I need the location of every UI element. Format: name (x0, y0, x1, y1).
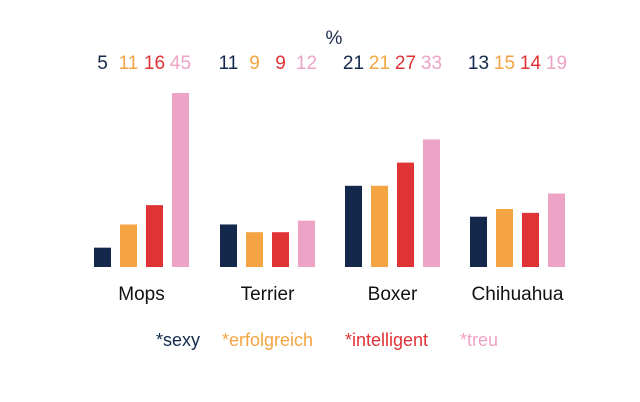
legend-entry-1: *erfolgreich (222, 330, 313, 350)
category-labels: Mops Terrier Boxer Chihuahua (118, 284, 564, 305)
bar-chihuahua-3 (548, 193, 565, 267)
value-label-boxer-2: 27 (395, 53, 416, 74)
value-label-mops-3: 45 (170, 53, 191, 74)
bar-chihuahua-1 (496, 209, 513, 267)
bar-boxer-2 (397, 162, 414, 267)
value-labels: 5 11 16 45 11 9 9 12 21 21 27 33 13 15 14 19 (97, 53, 567, 74)
value-label-terrier-3: 12 (296, 53, 317, 74)
bar-boxer-0 (345, 185, 362, 267)
legend-entry-3: *treu (460, 330, 498, 350)
bar-boxer-3 (423, 139, 440, 267)
category-label-mops: Mops (118, 284, 164, 305)
bar-terrier-2 (272, 232, 289, 267)
bar-chihuahua-0 (470, 216, 487, 267)
bar-terrier-0 (220, 224, 237, 267)
value-label-boxer-0: 21 (343, 53, 364, 74)
bar-mops-1 (120, 224, 137, 267)
bar-terrier-1 (246, 232, 263, 267)
value-label-terrier-2: 9 (275, 53, 286, 74)
bar-mops-0 (94, 247, 111, 267)
value-label-chihuahua-2: 14 (520, 53, 542, 74)
value-label-chihuahua-3: 19 (546, 53, 567, 74)
legend-entry-2: *intelligent (345, 330, 428, 350)
bar-chihuahua-2 (522, 212, 539, 267)
value-label-chihuahua-0: 13 (468, 53, 489, 74)
unit-label: % (326, 28, 343, 49)
bar-terrier-3 (298, 220, 315, 267)
value-label-mops-2: 16 (144, 53, 165, 74)
category-label-terrier: Terrier (241, 284, 296, 305)
value-label-chihuahua-1: 15 (494, 53, 515, 74)
value-label-boxer-1: 21 (369, 53, 390, 74)
bars (94, 93, 565, 267)
value-label-boxer-3: 33 (421, 53, 442, 74)
value-label-terrier-0: 11 (219, 53, 239, 74)
bar-mops-2 (146, 205, 163, 267)
legend-entry-0: *sexy (156, 330, 200, 350)
value-label-terrier-1: 9 (249, 53, 260, 74)
category-label-boxer: Boxer (368, 284, 418, 305)
bar-boxer-1 (371, 185, 388, 267)
category-label-chihuahua: Chihuahua (472, 284, 564, 305)
bar-mops-3 (172, 93, 189, 267)
legend: *sexy *erfolgreich *intelligent *treu (156, 330, 498, 350)
value-label-mops-0: 5 (97, 53, 108, 74)
value-label-mops-1: 11 (119, 53, 139, 74)
